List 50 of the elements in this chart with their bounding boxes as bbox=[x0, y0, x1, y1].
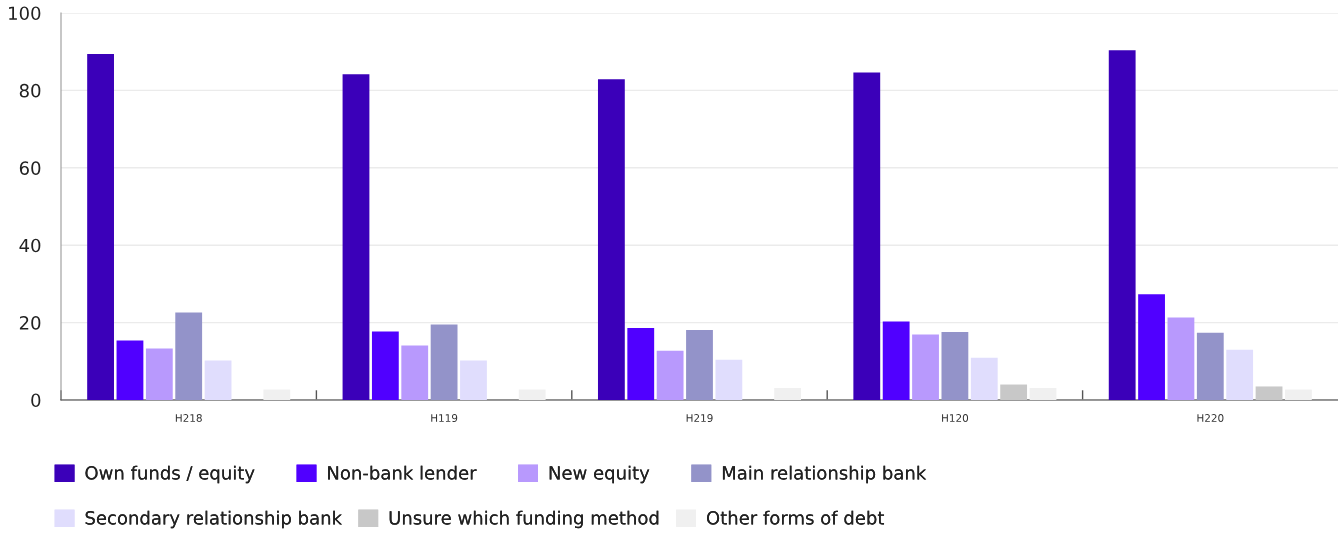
x-tick-label: H119 bbox=[431, 414, 458, 422]
legend-label: New equity bbox=[549, 465, 650, 484]
bar bbox=[371, 331, 399, 400]
y-tick-label: 80 bbox=[19, 83, 41, 98]
legend-label: Unsure which funding method bbox=[389, 510, 659, 529]
bar bbox=[941, 331, 969, 400]
legend-label: Main relationship bank bbox=[722, 465, 927, 484]
bar bbox=[1196, 332, 1224, 400]
bar bbox=[460, 360, 487, 400]
bar bbox=[970, 357, 998, 400]
y-tick-label: 40 bbox=[19, 238, 41, 253]
bar bbox=[1108, 50, 1136, 400]
bar bbox=[87, 54, 114, 400]
bar bbox=[145, 348, 173, 400]
y-tick-label: 100 bbox=[9, 6, 41, 21]
bar bbox=[715, 359, 743, 400]
bar bbox=[853, 72, 881, 400]
bar bbox=[518, 389, 546, 400]
x-tick-label: H220 bbox=[1197, 414, 1224, 422]
y-tick-label: 20 bbox=[19, 316, 41, 330]
bar bbox=[263, 389, 291, 400]
bar bbox=[1226, 349, 1254, 400]
bar bbox=[1029, 388, 1057, 400]
bar bbox=[1167, 317, 1195, 400]
legend-label: Non-bank lender bbox=[328, 465, 477, 480]
bar bbox=[912, 334, 939, 400]
legend-label: Own funds / equity bbox=[85, 465, 255, 484]
legend-label: Secondary relationship bank bbox=[85, 510, 343, 529]
bar bbox=[1255, 386, 1283, 400]
bar bbox=[401, 345, 429, 400]
y-tick-label: 0 bbox=[31, 393, 41, 408]
bar bbox=[656, 350, 684, 400]
bar bbox=[430, 324, 458, 400]
bar bbox=[1285, 389, 1312, 400]
bar bbox=[342, 74, 370, 400]
x-tick-label: H219 bbox=[686, 414, 713, 422]
legend-label: Other forms of debt bbox=[706, 510, 885, 525]
bar bbox=[597, 79, 625, 400]
bar bbox=[175, 312, 203, 400]
bar bbox=[882, 321, 910, 400]
x-tick-label: H120 bbox=[942, 414, 969, 422]
bar bbox=[774, 388, 802, 400]
bar bbox=[1138, 294, 1165, 400]
bar bbox=[627, 328, 655, 400]
bar bbox=[116, 340, 144, 400]
bar bbox=[1000, 384, 1028, 400]
bar bbox=[686, 329, 713, 400]
x-tick-label: H218 bbox=[175, 414, 202, 422]
y-tick-label: 60 bbox=[19, 161, 41, 175]
bar bbox=[204, 360, 232, 400]
